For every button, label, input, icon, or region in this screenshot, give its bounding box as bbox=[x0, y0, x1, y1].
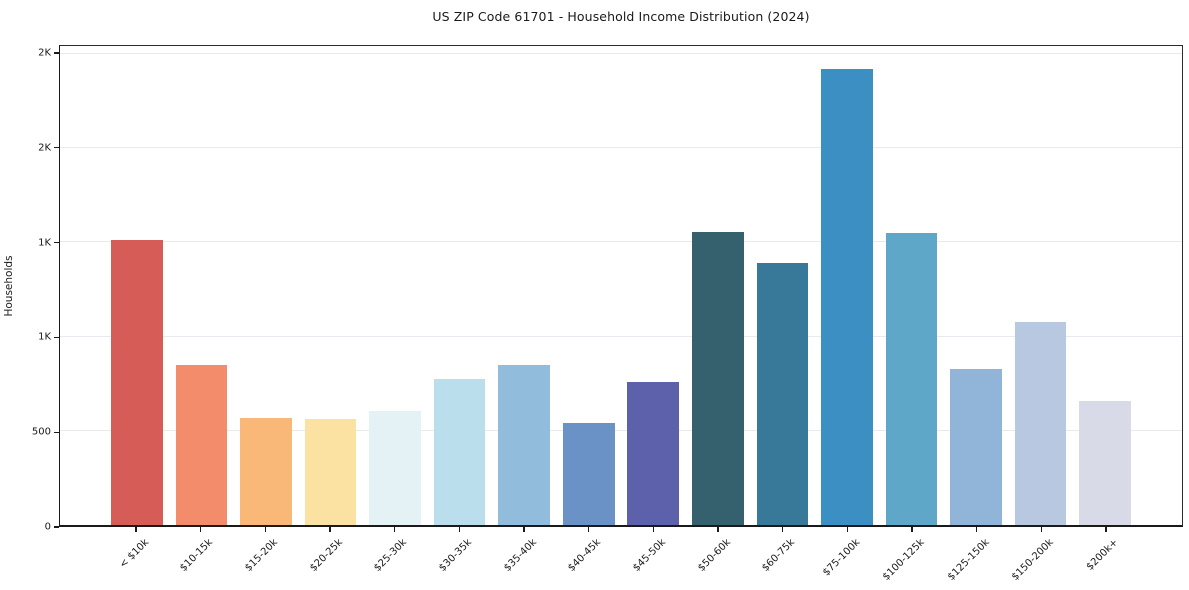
x-tick-label: $100-125k bbox=[880, 537, 927, 583]
bar-$25-30k bbox=[369, 411, 421, 525]
x-tick bbox=[975, 527, 978, 532]
x-tick bbox=[587, 527, 590, 532]
y-tick bbox=[54, 52, 59, 54]
bar-$125-150k bbox=[950, 368, 1002, 525]
y-tick bbox=[54, 336, 59, 339]
bar-$45-50k bbox=[627, 381, 680, 525]
gridline bbox=[60, 335, 1182, 337]
bar-$40-45k bbox=[562, 423, 615, 525]
x-tick bbox=[199, 527, 202, 532]
bar-$30-35k bbox=[433, 378, 486, 525]
y-tick-label: 2K bbox=[38, 142, 51, 154]
bar-$100-125k bbox=[885, 232, 938, 525]
x-tick-label: $30-35k bbox=[437, 537, 475, 574]
x-tick-label: $150-200k bbox=[1010, 537, 1057, 583]
y-tick-label: 2K bbox=[38, 47, 51, 59]
gridline bbox=[60, 429, 1182, 431]
y-tick-label: 1K bbox=[38, 237, 51, 249]
y-tick-label: 0 bbox=[44, 521, 51, 533]
x-tick bbox=[458, 527, 460, 532]
y-tick bbox=[54, 147, 59, 149]
x-tick bbox=[717, 527, 719, 532]
x-tick bbox=[523, 527, 525, 532]
x-tick-label: < $10k bbox=[117, 537, 151, 571]
bar-$200k+ bbox=[1079, 400, 1131, 525]
bar-$35-40k bbox=[498, 364, 550, 525]
y-tick bbox=[54, 526, 59, 528]
gridline bbox=[60, 52, 1182, 54]
x-tick-label: $15-20k bbox=[243, 537, 281, 574]
x-tick bbox=[911, 527, 913, 532]
x-tick bbox=[1105, 527, 1107, 532]
bar-$60-75k bbox=[756, 263, 809, 525]
x-tick-label: $10-15k bbox=[178, 537, 216, 574]
x-tick-label: $20-25k bbox=[307, 537, 345, 574]
x-tick bbox=[1040, 527, 1043, 532]
y-tick-label: 500 bbox=[31, 426, 51, 438]
x-tick-label: $35-40k bbox=[501, 537, 539, 574]
plot-area bbox=[59, 45, 1183, 527]
x-tick bbox=[264, 527, 266, 532]
x-tick-label: $40-45k bbox=[566, 537, 604, 574]
x-tick-label: $60-75k bbox=[760, 537, 798, 574]
y-axis-ticks bbox=[54, 45, 59, 528]
x-tick-label: $25-30k bbox=[372, 537, 410, 574]
bar-$20-25k bbox=[304, 418, 357, 525]
bar-$50-60k bbox=[692, 232, 744, 525]
y-tick bbox=[54, 431, 59, 433]
x-tick-label: $75-100k bbox=[820, 537, 863, 579]
x-axis: < $10k $10-15k $15-20k $20-25k $25-30k $30-35… bbox=[59, 527, 1183, 590]
bar-$10-15k bbox=[175, 364, 228, 525]
bar-$15-20k bbox=[240, 417, 292, 525]
bar-< $10k bbox=[111, 240, 163, 525]
y-tick bbox=[54, 241, 59, 244]
x-tick bbox=[329, 527, 331, 532]
bar-$75-100k bbox=[821, 69, 873, 525]
x-tick bbox=[135, 527, 137, 532]
x-tick bbox=[781, 527, 784, 532]
x-tick-label: $200k+ bbox=[1085, 537, 1121, 573]
x-tick bbox=[393, 527, 396, 532]
x-tick-label: $50-60k bbox=[695, 537, 733, 574]
gridline bbox=[60, 147, 1182, 149]
y-tick-label: 1K bbox=[38, 331, 51, 343]
bar-$150-200k bbox=[1014, 322, 1067, 525]
gridline bbox=[60, 241, 1182, 243]
chart-title: US ZIP Code 61701 - Household Income Dis… bbox=[432, 9, 810, 24]
y-axis-tick-labels: 0 500 1K 1K 2K 2K bbox=[0, 45, 51, 532]
x-tick bbox=[652, 527, 655, 532]
x-tick-label: $45-50k bbox=[631, 537, 669, 574]
x-tick-label: $125-150k bbox=[945, 537, 992, 583]
x-tick bbox=[846, 527, 849, 532]
